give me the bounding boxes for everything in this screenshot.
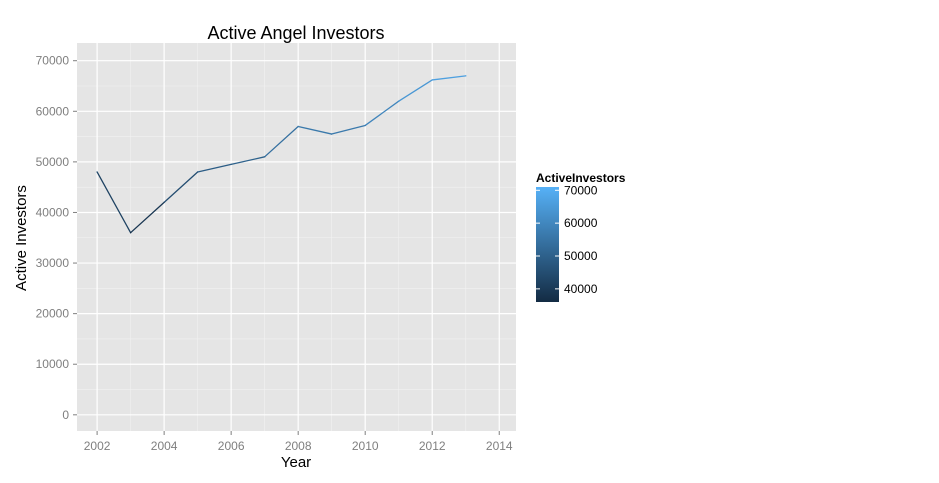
- data-point: [364, 124, 366, 127]
- data-point: [264, 156, 266, 158]
- colorbar: [536, 187, 559, 302]
- legend-label: 70000: [564, 183, 598, 197]
- x-tick-label: 2014: [486, 439, 513, 453]
- line-segment: [398, 79, 433, 102]
- line-segment: [129, 201, 165, 234]
- data-point: [331, 133, 333, 135]
- line-segment: [331, 124, 366, 135]
- x-tick-label: 2012: [419, 439, 446, 453]
- y-tick-label: 40000: [36, 205, 70, 219]
- y-axis-title: Active Investors: [13, 185, 30, 291]
- x-tick-label: 2004: [151, 439, 178, 453]
- data-point: [96, 171, 98, 173]
- legend-label: 60000: [564, 216, 598, 230]
- line-segment: [364, 100, 400, 127]
- x-tick-label: 2006: [218, 439, 245, 453]
- x-tick-label: 2010: [352, 439, 379, 453]
- x-axis-title: Year: [281, 454, 311, 471]
- line-segment: [264, 125, 299, 158]
- legend-ticks: 70000 60000 50000 40000: [536, 183, 598, 296]
- line-segment: [297, 125, 333, 135]
- data-point: [398, 100, 400, 102]
- legend-title: ActiveInvestors: [536, 171, 626, 185]
- y-tick-label: 0: [62, 408, 69, 422]
- x-tick-label: 2008: [285, 439, 312, 453]
- plot-panel: [77, 43, 516, 431]
- line-segment: [96, 171, 132, 234]
- x-axis-ticks: 2002 2004 2006 2008 2010 2012 2014: [84, 431, 513, 453]
- line-segment: [230, 156, 266, 166]
- data-point: [230, 163, 232, 166]
- legend-label: 40000: [564, 282, 598, 296]
- y-tick-label: 30000: [36, 256, 70, 270]
- y-tick-label: 20000: [36, 307, 70, 321]
- data-point: [163, 201, 165, 203]
- data-point: [465, 75, 467, 77]
- major-gridlines: [77, 43, 516, 431]
- y-tick-label: 10000: [36, 357, 70, 371]
- line-segment: [196, 163, 232, 173]
- y-tick-label: 50000: [36, 155, 70, 169]
- data-point: [197, 171, 199, 173]
- y-tick-label: 60000: [36, 104, 70, 118]
- data-point: [297, 125, 299, 128]
- data-point: [431, 79, 433, 81]
- legend-label: 50000: [564, 249, 598, 263]
- line-segment: [431, 75, 467, 81]
- line-segment: [163, 171, 199, 203]
- y-tick-label: 70000: [36, 54, 70, 68]
- x-tick-label: 2002: [84, 439, 111, 453]
- legend: ActiveInvestors 70000 60000 50000 40000: [536, 171, 626, 302]
- chart-title: Active Angel Investors: [207, 23, 384, 43]
- minor-gridlines: [77, 43, 516, 431]
- series-line: [96, 75, 467, 234]
- data-point: [130, 232, 132, 234]
- y-axis-ticks: 0 10000 20000 30000 40000 50000 60000 70000: [36, 54, 77, 422]
